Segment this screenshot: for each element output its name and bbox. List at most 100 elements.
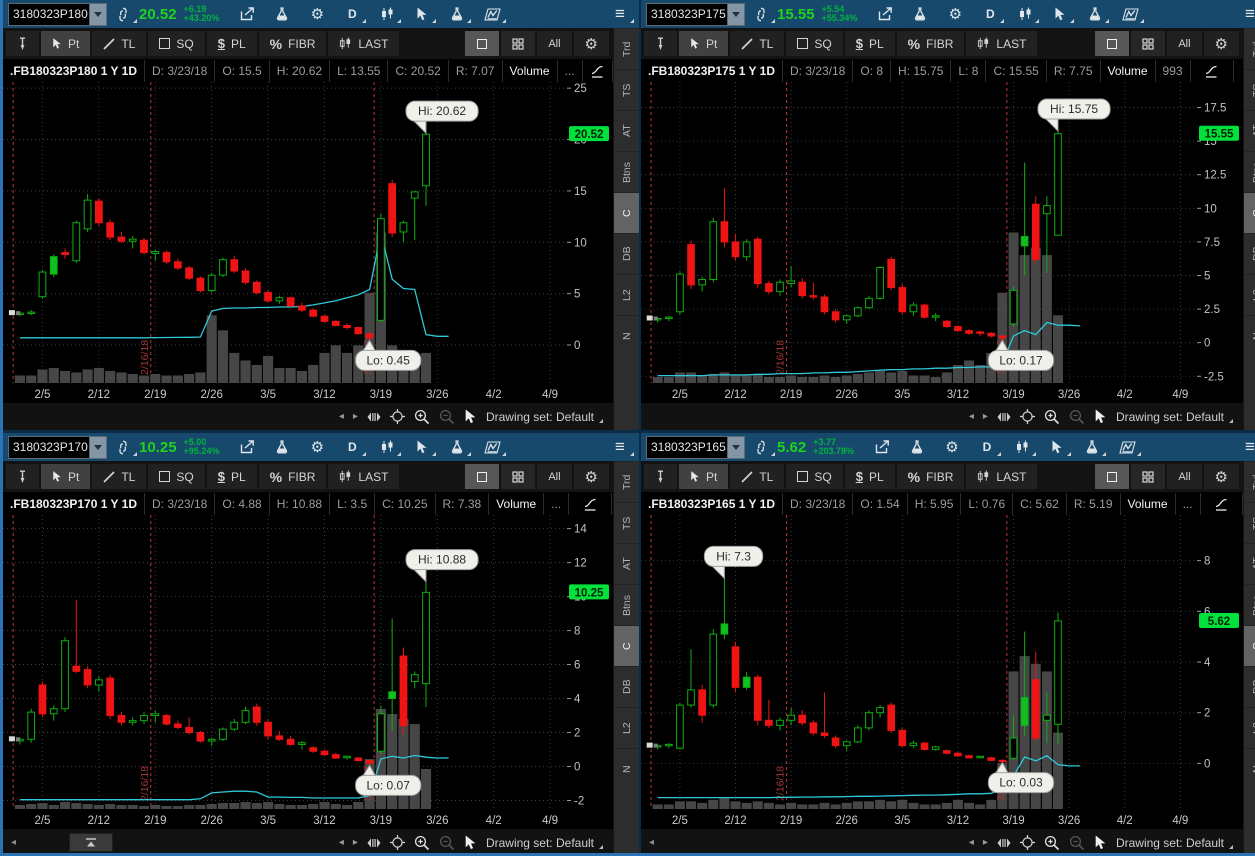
side-tab-l2[interactable]: L2	[1244, 274, 1255, 315]
side-tab-trd[interactable]: Trd	[1244, 461, 1255, 502]
chart-area[interactable]: 14121086420-22/52/122/192/263/53/123/193…	[3, 515, 613, 829]
chart-type-candle-icon[interactable]	[1013, 436, 1036, 458]
chart-menu-icon[interactable]: ≡	[1241, 3, 1255, 25]
all-button[interactable]: All	[1167, 31, 1202, 56]
tool-pl-button[interactable]: $ PL	[206, 464, 257, 489]
side-tab-btns[interactable]: Btns	[1244, 584, 1255, 625]
side-tab-l2[interactable]: L2	[614, 274, 639, 315]
fit-width-icon[interactable]	[367, 412, 381, 422]
scroll-left-icon[interactable]: ◂	[338, 837, 344, 848]
link-icon[interactable]	[752, 436, 775, 458]
chart-menu-icon[interactable]: ≡	[611, 436, 634, 458]
drawing-set-selector[interactable]: Drawing set: Default	[486, 410, 604, 424]
studies-flask-icon[interactable]	[1086, 3, 1110, 25]
settings-gear-icon[interactable]: ⚙	[310, 6, 325, 23]
symbol-dropdown-button[interactable]	[89, 436, 106, 458]
side-tab-c[interactable]: C	[614, 625, 639, 666]
tool-pt-button[interactable]: Pt	[41, 464, 91, 489]
crosshair-icon[interactable]	[1019, 835, 1035, 850]
symbol-dropdown-button[interactable]	[727, 436, 744, 458]
settings-gear-icon[interactable]: ⚙	[948, 6, 963, 23]
tool-fibr-button[interactable]: % FIBR	[258, 31, 327, 56]
zoom-in-icon[interactable]	[414, 835, 430, 851]
cursor-tool-icon[interactable]	[413, 436, 437, 458]
patterns-icon[interactable]	[483, 436, 507, 458]
zoom-out-icon[interactable]	[1069, 835, 1085, 851]
tool-pt-button[interactable]: Pt	[679, 31, 729, 56]
pin-button[interactable]	[644, 464, 677, 489]
crosshair-icon[interactable]	[1019, 409, 1035, 424]
pointer-icon[interactable]	[464, 835, 477, 850]
side-tab-c[interactable]: C	[614, 192, 639, 233]
tool-pt-button[interactable]: Pt	[679, 464, 729, 489]
cursor-tool-icon[interactable]	[1051, 3, 1075, 25]
patterns-icon[interactable]	[483, 3, 507, 25]
tool-pl-button[interactable]: $ PL	[206, 31, 257, 56]
settings-gear-icon[interactable]: ⚙	[945, 439, 959, 456]
chart-mode-button[interactable]	[465, 31, 500, 56]
side-tab-ts[interactable]: TS	[614, 502, 639, 543]
zoom-out-icon[interactable]	[439, 409, 455, 425]
link-icon[interactable]	[114, 3, 137, 25]
timeframe-button[interactable]: D	[343, 3, 367, 25]
toolbar-gear-icon[interactable]: ⚙	[573, 31, 609, 56]
chart-type-candle-icon[interactable]	[1016, 3, 1040, 25]
studies-flask-icon[interactable]	[448, 3, 472, 25]
grid-layout-button[interactable]	[1131, 464, 1166, 489]
side-tab-c[interactable]: C	[1244, 625, 1255, 666]
scroll-right-icon[interactable]: ▸	[982, 837, 988, 848]
side-tab-at[interactable]: AT	[614, 543, 639, 584]
tool-sq-button[interactable]: SQ	[148, 464, 205, 489]
toolbar-gear-icon[interactable]: ⚙	[1203, 31, 1239, 56]
tool-sq-button[interactable]: SQ	[786, 31, 843, 56]
grid-layout-button[interactable]	[501, 31, 536, 56]
tool-pt-button[interactable]: Pt	[41, 31, 91, 56]
chart-area[interactable]: 25201510502/52/122/192/263/53/123/193/26…	[3, 82, 613, 403]
toolbar-gear-icon[interactable]: ⚙	[573, 464, 609, 489]
zoom-out-icon[interactable]	[439, 835, 455, 851]
line-curve-icon[interactable]	[1191, 60, 1234, 82]
drawing-set-selector[interactable]: Drawing set: Default	[1116, 410, 1234, 424]
side-tab-db[interactable]: DB	[614, 666, 639, 707]
hscroll-thumb[interactable]	[69, 833, 113, 852]
symbol-dropdown-button[interactable]	[89, 3, 106, 25]
chart-mode-button[interactable]	[465, 464, 500, 489]
price-chart[interactable]: 25201510502/52/122/192/263/53/123/193/26…	[3, 82, 613, 403]
grid-layout-button[interactable]	[1131, 31, 1166, 56]
share-icon[interactable]	[238, 436, 256, 458]
side-tab-db[interactable]: DB	[1244, 233, 1255, 274]
hscroll-left-icon[interactable]: ◂	[11, 837, 17, 848]
side-tab-ts[interactable]: TS	[1244, 502, 1255, 543]
tool-last-button[interactable]: LAST	[966, 464, 1038, 489]
zoom-in-icon[interactable]	[414, 409, 430, 425]
side-tab-c[interactable]: C	[1244, 192, 1255, 233]
side-tab-btns[interactable]: Btns	[614, 151, 639, 192]
fit-width-icon[interactable]	[367, 838, 381, 848]
side-tab-trd[interactable]: Trd	[614, 28, 639, 69]
scroll-left-icon[interactable]: ◂	[968, 837, 974, 848]
zoom-in-icon[interactable]	[1044, 409, 1060, 425]
chart-mode-button[interactable]	[1095, 31, 1130, 56]
side-tab-trd[interactable]: Trd	[1244, 28, 1255, 69]
side-tab-l2[interactable]: L2	[1244, 707, 1255, 748]
tool-fibr-button[interactable]: % FIBR	[896, 31, 965, 56]
symbol-value[interactable]: 3180323P180	[13, 7, 88, 21]
chart-mode-button[interactable]	[1095, 464, 1130, 489]
line-curve-icon[interactable]	[1201, 493, 1243, 515]
cursor-tool-icon[interactable]	[413, 3, 437, 25]
side-tab-db[interactable]: DB	[1244, 666, 1255, 707]
pointer-icon[interactable]	[1094, 835, 1107, 850]
symbol-value[interactable]: 3180323P170	[13, 440, 88, 454]
side-tab-ts[interactable]: TS	[1244, 69, 1255, 110]
zoom-in-icon[interactable]	[1044, 835, 1060, 851]
patterns-icon[interactable]	[1118, 436, 1141, 458]
chart-menu-icon[interactable]: ≡	[1241, 436, 1255, 458]
tool-tl-button[interactable]: TL	[730, 31, 785, 56]
side-tab-btns[interactable]: Btns	[614, 584, 639, 625]
link-icon[interactable]	[752, 3, 775, 25]
studies-flask-icon[interactable]	[448, 436, 472, 458]
crosshair-icon[interactable]	[389, 835, 405, 850]
crosshair-icon[interactable]	[389, 409, 405, 424]
side-tab-n[interactable]: N	[614, 748, 639, 789]
side-tab-n[interactable]: N	[1244, 315, 1255, 356]
